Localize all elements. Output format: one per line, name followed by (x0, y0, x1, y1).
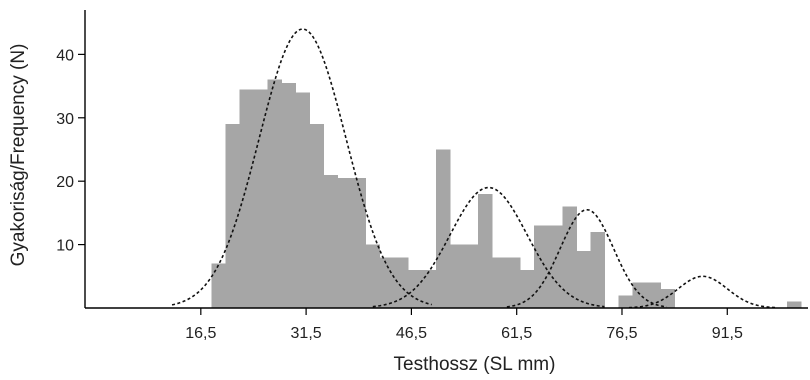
fitted-curve (171, 28, 432, 306)
histogram-bar (393, 257, 409, 308)
axes (84, 10, 808, 309)
histogram-bar (239, 89, 254, 308)
y-tick-label: 30 (56, 111, 74, 128)
histogram-bar (618, 295, 633, 308)
histogram-bar (379, 257, 395, 308)
x-tick-label: 46,5 (396, 325, 427, 342)
y-tick-label: 10 (56, 238, 74, 255)
histogram-bar (365, 244, 381, 308)
histogram-bar (225, 124, 240, 308)
histogram-bar (435, 149, 451, 308)
histogram-bar (562, 206, 577, 308)
histogram-bar (253, 89, 268, 308)
histogram-bars (211, 79, 802, 309)
fitted-curve (628, 275, 777, 309)
histogram-bar (281, 82, 296, 308)
histogram-bar (492, 257, 507, 308)
histogram-bar (295, 92, 311, 309)
histogram-bar (660, 288, 676, 308)
axis-ticks: 16,5 31,5 46,5 61,5 76,5 91,5 10 20 30 40 (56, 47, 743, 342)
histogram-bar (464, 244, 479, 308)
histogram-bar (478, 193, 493, 308)
x-tick-label: 31,5 (291, 325, 322, 342)
histogram-bar (351, 178, 367, 308)
histogram-bar (267, 79, 282, 309)
y-axis-label: Gyakoriság/Frequency (N) (8, 44, 29, 267)
histogram-bar (786, 301, 802, 308)
x-tick-label: 61,5 (501, 325, 532, 342)
histogram-bar (309, 124, 325, 308)
x-tick-label: 91,5 (712, 325, 743, 342)
x-axis-label: Testhossz (SL mm) (394, 354, 556, 375)
y-tick-label: 20 (56, 174, 74, 191)
x-tick-label: 16,5 (185, 325, 216, 342)
histogram-bar (632, 282, 647, 308)
histogram-bar (421, 269, 437, 308)
histogram-bar (520, 269, 535, 308)
y-tick-label: 40 (56, 47, 74, 64)
histogram-bar (576, 250, 591, 308)
histogram-bar (534, 225, 549, 308)
histogram-bar (337, 178, 353, 308)
histogram-bar (211, 263, 226, 308)
histogram-bar (323, 174, 339, 308)
histogram-bar (548, 225, 563, 308)
histogram-bar (450, 244, 465, 308)
x-tick-label: 76,5 (606, 325, 637, 342)
fitted-curve (506, 208, 667, 308)
histogram-bar (506, 257, 521, 308)
histogram-bar (590, 231, 605, 308)
fitted-curves (171, 28, 777, 309)
